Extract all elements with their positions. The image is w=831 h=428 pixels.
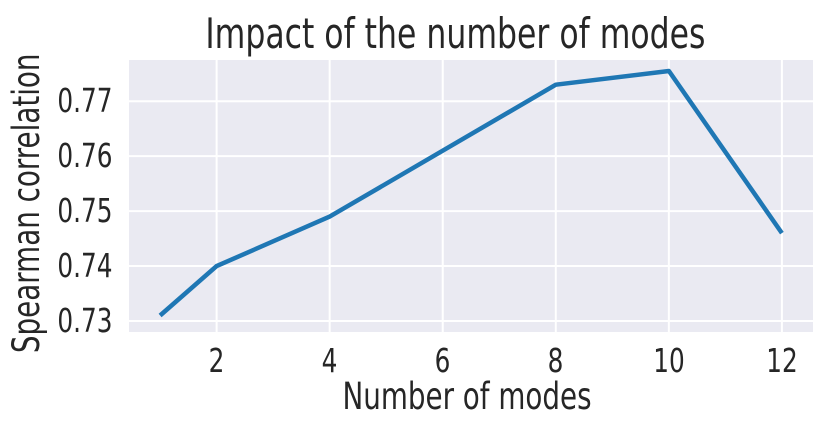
plot-svg <box>129 60 813 332</box>
chart-title-text: Impact of the number of modes <box>204 9 706 58</box>
y-tick-label-text: 0.73 <box>56 301 112 340</box>
x-axis-label-text: Number of modes <box>342 375 592 418</box>
x-tick-label-text: 10 <box>653 341 685 380</box>
y-tick-label: 0.75 <box>0 191 112 231</box>
y-tick-label: 0.77 <box>0 81 112 121</box>
x-tick-label-text: 2 <box>208 341 225 380</box>
y-tick-label-text: 0.75 <box>56 191 112 231</box>
y-tick-label-text: 0.76 <box>56 136 112 176</box>
x-tick-label: 4 <box>270 341 390 381</box>
y-tick-label: 0.74 <box>0 246 112 286</box>
x-tick-label-text: 8 <box>547 341 564 380</box>
plot-area <box>129 60 813 332</box>
x-axis-label: Number of modes <box>267 375 667 419</box>
series-line <box>158 68 784 318</box>
x-tick-label: 2 <box>157 341 277 381</box>
y-tick-label-text: 0.77 <box>56 81 112 121</box>
y-tick-label: 0.76 <box>0 136 112 176</box>
x-tick-label: 12 <box>722 341 831 381</box>
y-tick-label-text: 0.74 <box>56 246 112 286</box>
x-tick-label-text: 6 <box>434 341 451 380</box>
x-tick-label: 6 <box>383 341 503 381</box>
x-tick-label-text: 12 <box>766 341 798 380</box>
y-tick-label: 0.73 <box>0 301 112 341</box>
x-tick-label: 10 <box>609 341 729 381</box>
x-tick-label: 8 <box>496 341 616 381</box>
chart-title: Impact of the number of modes <box>105 9 805 59</box>
x-tick-label-text: 4 <box>321 341 338 380</box>
